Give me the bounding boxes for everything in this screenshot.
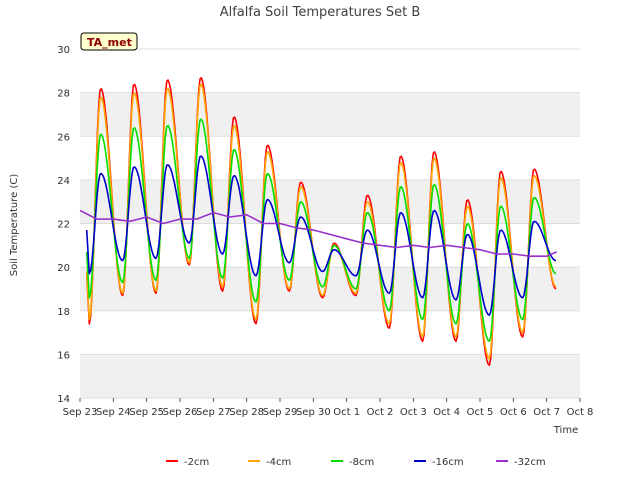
x-tick-label: Sep 30 xyxy=(296,407,331,418)
x-tick-label: Oct 7 xyxy=(533,407,560,418)
band xyxy=(80,354,580,398)
x-tick-label: Oct 4 xyxy=(433,407,460,418)
legend-label: -4cm xyxy=(266,457,291,468)
x-tick-label: Sep 24 xyxy=(96,407,131,418)
series-line-minus-8cm xyxy=(85,118,557,343)
station-badge-label: TA_met xyxy=(87,36,132,49)
y-tick-label: 18 xyxy=(57,307,70,318)
x-axis-label: Time xyxy=(553,425,578,436)
y-tick-label: 30 xyxy=(57,45,70,56)
y-tick-label: 28 xyxy=(57,89,70,100)
x-tick-label: Oct 1 xyxy=(333,407,360,418)
x-tick-label: Oct 2 xyxy=(367,407,394,418)
y-tick-label: 24 xyxy=(57,176,70,187)
legend: -2cm -4cm -8cm -16cm -32cm xyxy=(166,457,546,468)
x-tick-label: Sep 25 xyxy=(129,407,164,418)
series-line-minus-16cm xyxy=(85,155,557,316)
series-lines xyxy=(79,77,558,367)
legend-label: -2cm xyxy=(184,457,209,468)
y-tick-label: 26 xyxy=(57,132,70,143)
x-tick-label: Sep 28 xyxy=(229,407,264,418)
x-tick-label: Sep 26 xyxy=(163,407,198,418)
legend-label: -8cm xyxy=(349,457,374,468)
y-axis-ticks: 14 16 18 20 22 24 26 28 30 xyxy=(57,45,70,405)
x-tick-label: Oct 6 xyxy=(500,407,527,418)
series-line-minus-32cm xyxy=(79,209,558,257)
y-tick-label: 14 xyxy=(57,394,70,405)
x-tick-label: Sep 23 xyxy=(63,407,98,418)
x-tick-label: Sep 27 xyxy=(196,407,231,418)
legend-label: -16cm xyxy=(432,457,464,468)
x-tick-label: Sep 29 xyxy=(263,407,298,418)
x-tick-label: Oct 3 xyxy=(400,407,427,418)
x-tick-label: Oct 5 xyxy=(467,407,494,418)
band xyxy=(80,267,580,311)
x-tick-label: Oct 8 xyxy=(567,407,594,418)
y-tick-label: 16 xyxy=(57,350,70,361)
y-tick-label: 20 xyxy=(57,263,70,274)
y-tick-label: 22 xyxy=(57,220,70,231)
station-badge: TA_met xyxy=(80,32,138,51)
band xyxy=(80,92,580,137)
legend-label: -32cm xyxy=(514,457,546,468)
chart-title: Alfalfa Soil Temperatures Set B xyxy=(220,5,421,20)
y-axis-label: Soil Temperature (C) xyxy=(9,174,20,277)
